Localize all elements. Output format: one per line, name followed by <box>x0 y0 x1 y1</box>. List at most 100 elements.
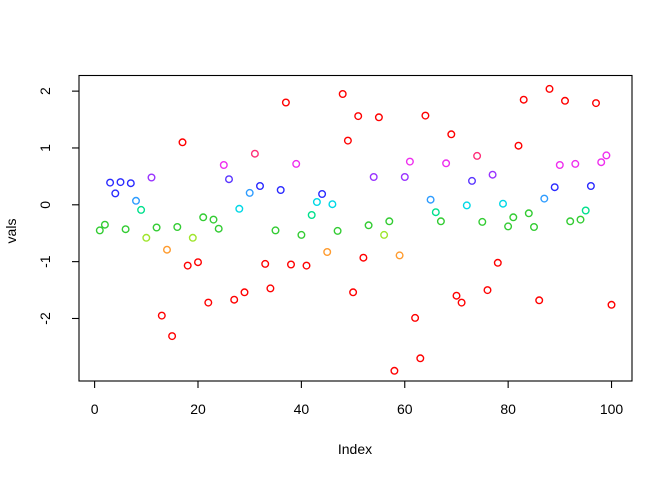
data-point <box>157 311 166 320</box>
x-tick-label: 100 <box>600 401 624 417</box>
y-tick-label: 0 <box>37 201 53 209</box>
data-point <box>530 222 539 231</box>
data-point <box>493 258 502 267</box>
data-point <box>457 298 466 307</box>
data-point <box>323 247 332 256</box>
data-point <box>219 160 228 169</box>
data-point <box>338 89 347 98</box>
data-points <box>95 84 616 375</box>
data-point <box>581 206 590 215</box>
data-point <box>359 253 368 262</box>
data-point <box>473 151 482 160</box>
data-point <box>126 179 135 188</box>
data-point <box>214 224 223 233</box>
data-point <box>390 366 399 375</box>
data-point <box>240 288 249 297</box>
data-point <box>550 183 559 192</box>
y-axis-ticks <box>72 90 79 320</box>
data-point <box>349 288 358 297</box>
y-tick-label: 1 <box>37 144 53 152</box>
data-point <box>199 213 208 222</box>
data-point <box>499 199 508 208</box>
data-point <box>224 175 233 184</box>
data-point <box>488 170 497 179</box>
data-point <box>318 189 327 198</box>
data-point <box>235 204 244 213</box>
data-point <box>276 185 285 194</box>
y-axis-tick-labels: -2 -1 0 1 2 <box>37 87 53 325</box>
data-point <box>287 260 296 269</box>
data-point <box>540 194 549 203</box>
data-point <box>147 173 156 182</box>
data-point <box>292 159 301 168</box>
data-point <box>395 251 404 260</box>
data-point <box>405 157 414 166</box>
data-point <box>230 295 239 304</box>
data-point <box>504 222 513 231</box>
data-point <box>343 136 352 145</box>
data-point <box>385 217 394 226</box>
data-point <box>333 226 342 235</box>
y-tick-label: -2 <box>37 312 53 325</box>
data-point <box>173 222 182 231</box>
data-point <box>452 291 461 300</box>
data-point <box>111 189 120 198</box>
y-tick-label: 2 <box>37 87 53 95</box>
data-point <box>607 300 616 309</box>
data-point <box>478 217 487 226</box>
data-point <box>328 200 337 209</box>
data-point <box>297 230 306 239</box>
data-point <box>519 95 528 104</box>
data-point <box>116 178 125 187</box>
data-point <box>586 181 595 190</box>
data-point <box>483 286 492 295</box>
data-point <box>374 113 383 122</box>
x-tick-label: 20 <box>190 401 206 417</box>
data-point <box>462 201 471 210</box>
data-point <box>162 245 171 254</box>
data-point <box>354 112 363 121</box>
data-point <box>436 217 445 226</box>
data-point <box>281 98 290 107</box>
data-point <box>106 178 115 187</box>
data-point <box>369 172 378 181</box>
data-point <box>209 215 218 224</box>
data-point <box>561 96 570 105</box>
data-point <box>421 111 430 120</box>
data-point <box>447 130 456 139</box>
data-point <box>193 258 202 267</box>
data-point <box>431 208 440 217</box>
x-tick-label: 80 <box>500 401 516 417</box>
data-point <box>307 210 316 219</box>
x-tick-label: 60 <box>397 401 413 417</box>
data-point <box>566 217 575 226</box>
data-point <box>100 220 109 229</box>
data-point <box>183 261 192 270</box>
data-point <box>514 141 523 150</box>
data-point <box>121 225 130 234</box>
data-point <box>271 226 280 235</box>
data-point <box>524 209 533 218</box>
data-point <box>152 223 161 232</box>
x-axis-tick-labels: 0 20 40 60 80 100 <box>91 401 624 417</box>
y-tick-label: -1 <box>37 255 53 268</box>
x-tick-label: 0 <box>91 401 99 417</box>
data-point <box>442 159 451 168</box>
data-point <box>468 176 477 185</box>
data-point <box>555 160 564 169</box>
data-point <box>256 181 265 190</box>
y-axis-title: vals <box>3 219 19 244</box>
data-point <box>426 195 435 204</box>
data-point <box>545 84 554 93</box>
data-point <box>250 149 259 158</box>
x-tick-label: 40 <box>294 401 310 417</box>
data-point <box>142 233 151 242</box>
data-point <box>261 259 270 268</box>
data-point <box>95 226 104 235</box>
data-point <box>509 213 518 222</box>
data-point <box>592 99 601 108</box>
data-point <box>302 261 311 270</box>
data-point <box>178 138 187 147</box>
data-point <box>266 284 275 293</box>
